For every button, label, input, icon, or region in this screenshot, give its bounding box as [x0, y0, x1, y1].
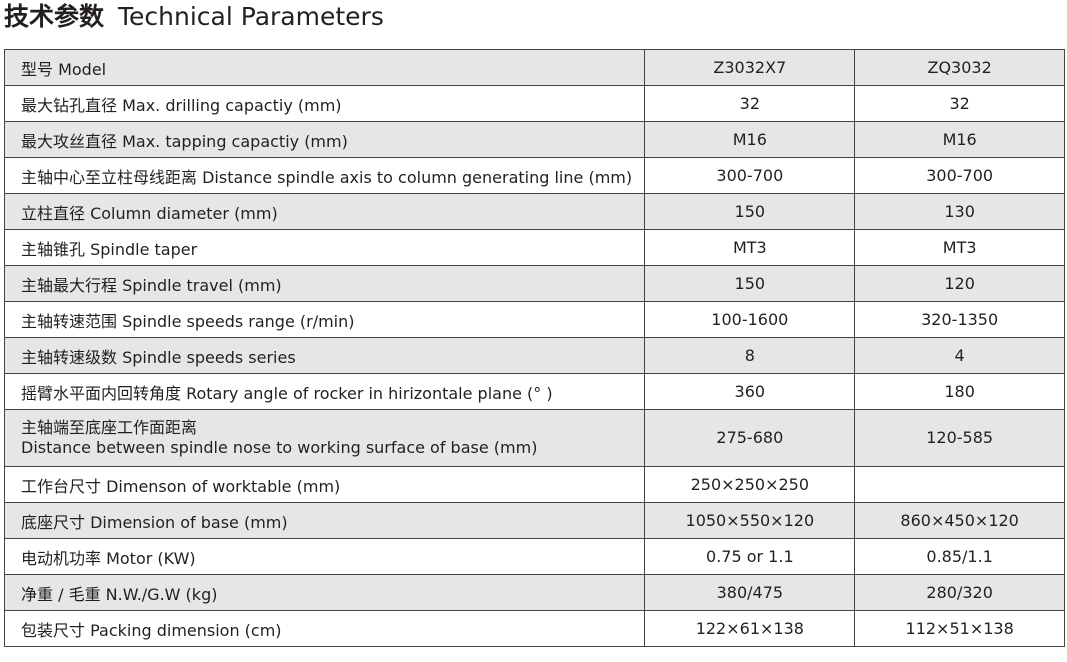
table-row: 最大攻丝直径 Max. tapping capactiy (mm) M16 M16 — [3, 121, 1065, 158]
parameter-value: MT3 — [644, 229, 856, 266]
parameter-label: 工作台尺寸 Dimenson of worktable (mm) — [3, 466, 646, 503]
parameter-label: 主轴最大行程 Spindle travel (mm) — [3, 265, 646, 302]
parameter-label-text: 最大钻孔直径 Max. drilling capactiy (mm) — [21, 95, 342, 115]
parameters-table: 型号 Model Z3032X7 ZQ3032 最大钻孔直径 Max. dril… — [3, 49, 1065, 647]
parameter-value: 360 — [644, 373, 856, 410]
header-label: 型号 Model — [3, 49, 646, 86]
title-cn: 技术参数 — [4, 2, 105, 31]
table-row: 工作台尺寸 Dimenson of worktable (mm) 250×250×… — [3, 466, 1065, 503]
parameter-value: 8 — [644, 337, 856, 374]
parameter-label: 主轴转速范围 Spindle speeds range (r/min) — [3, 301, 646, 338]
table-row: 主轴转速级数 Spindle speeds series 8 4 — [3, 337, 1065, 374]
parameter-value: 1050×550×120 — [644, 502, 856, 539]
parameter-label-text: 主轴端至底座工作面距离 — [21, 418, 198, 437]
parameter-value: M16 — [644, 121, 856, 158]
header-row: 型号 Model Z3032X7 ZQ3032 — [3, 49, 1065, 86]
parameter-value: 860×450×120 — [854, 502, 1065, 539]
table-row: 电动机功率 Motor (KW) 0.75 or 1.1 0.85/1.1 — [3, 538, 1065, 575]
page-title: 技术参数 Technical Parameters — [4, 0, 384, 34]
parameter-value: 275-680 — [644, 409, 856, 467]
parameter-label-text: 电动机功率 Motor (KW) — [21, 548, 196, 568]
parameter-label-text: 包装尺寸 Packing dimension (cm) — [21, 620, 282, 640]
table-row: 最大钻孔直径 Max. drilling capactiy (mm) 32 32 — [3, 85, 1065, 122]
parameter-label: 底座尺寸 Dimension of base (mm) — [3, 502, 646, 539]
parameter-value — [854, 466, 1065, 503]
table-row: 主轴中心至立柱母线距离 Distance spindle axis to col… — [3, 157, 1065, 194]
parameter-value: 4 — [854, 337, 1065, 374]
table-row: 摇臂水平面内回转角度 Rotary angle of rocker in hir… — [3, 373, 1065, 410]
parameter-label: 最大攻丝直径 Max. tapping capactiy (mm) — [3, 121, 646, 158]
parameter-label-text: 摇臂水平面内回转角度 Rotary angle of rocker in hir… — [21, 383, 553, 403]
parameter-label: 主轴端至底座工作面距离 Distance between spindle nose… — [3, 409, 646, 467]
title-en: Technical Parameters — [118, 2, 384, 31]
parameter-label-text: 净重 / 毛重 N.W./G.W (kg) — [21, 584, 218, 604]
parameter-value: 180 — [854, 373, 1065, 410]
parameter-value: 320-1350 — [854, 301, 1065, 338]
parameter-label-text: 主轴锥孔 Spindle taper — [21, 239, 198, 259]
table-row: 主轴最大行程 Spindle travel (mm) 150 120 — [3, 265, 1065, 302]
parameter-label-text: 最大攻丝直径 Max. tapping capactiy (mm) — [21, 131, 348, 151]
parameter-value: 280/320 — [854, 574, 1065, 611]
parameter-value: 122×61×138 — [644, 610, 856, 647]
parameter-value: 32 — [854, 85, 1065, 122]
parameter-value: 0.85/1.1 — [854, 538, 1065, 575]
parameter-label: 净重 / 毛重 N.W./G.W (kg) — [3, 574, 646, 611]
parameter-label-text: 主轴中心至立柱母线距离 Distance spindle axis to col… — [21, 167, 633, 187]
parameter-label-text: 主轴转速级数 Spindle speeds series — [21, 347, 296, 367]
model-header: ZQ3032 — [854, 49, 1065, 86]
model-header: Z3032X7 — [644, 49, 856, 86]
parameter-label: 主轴锥孔 Spindle taper — [3, 229, 646, 266]
parameter-label-text: 立柱直径 Column diameter (mm) — [21, 203, 278, 223]
parameter-value: 150 — [644, 193, 856, 230]
parameter-label-text: 工作台尺寸 Dimenson of worktable (mm) — [21, 476, 341, 496]
parameter-label-text: 主轴最大行程 Spindle travel (mm) — [21, 275, 282, 295]
parameter-label: 主轴中心至立柱母线距离 Distance spindle axis to col… — [3, 157, 646, 194]
parameter-value: 130 — [854, 193, 1065, 230]
table-row: 净重 / 毛重 N.W./G.W (kg) 380/475 280/320 — [3, 574, 1065, 611]
parameter-label: 最大钻孔直径 Max. drilling capactiy (mm) — [3, 85, 646, 122]
parameter-label: 主轴转速级数 Spindle speeds series — [3, 337, 646, 374]
parameter-value: 0.75 or 1.1 — [644, 538, 856, 575]
parameter-label: 电动机功率 Motor (KW) — [3, 538, 646, 575]
table-row: 包装尺寸 Packing dimension (cm) 122×61×138 112… — [3, 610, 1065, 647]
parameter-value: 150 — [644, 265, 856, 302]
parameter-value: 100-1600 — [644, 301, 856, 338]
parameter-value: MT3 — [854, 229, 1065, 266]
parameter-value: 380/475 — [644, 574, 856, 611]
parameter-value: 112×51×138 — [854, 610, 1065, 647]
parameter-label-text: 主轴转速范围 Spindle speeds range (r/min) — [21, 311, 355, 331]
table-row: 底座尺寸 Dimension of base (mm) 1050×550×120 8… — [3, 502, 1065, 539]
table-row: 立柱直径 Column diameter (mm) 150 130 — [3, 193, 1065, 230]
parameter-label: 摇臂水平面内回转角度 Rotary angle of rocker in hir… — [3, 373, 646, 410]
parameter-value: 32 — [644, 85, 856, 122]
parameter-label-text: 底座尺寸 Dimension of base (mm) — [21, 512, 288, 532]
table-row: 主轴端至底座工作面距离 Distance between spindle nose… — [3, 409, 1065, 467]
parameter-value: 250×250×250 — [644, 466, 856, 503]
parameter-label-text: Distance between spindle nose to working… — [21, 438, 538, 457]
parameter-value: M16 — [854, 121, 1065, 158]
parameter-value: 300-700 — [644, 157, 856, 194]
table-row: 主轴锥孔 Spindle taper MT3 MT3 — [3, 229, 1065, 266]
parameter-value: 120 — [854, 265, 1065, 302]
table-row: 主轴转速范围 Spindle speeds range (r/min) 100-1… — [3, 301, 1065, 338]
parameter-label: 立柱直径 Column diameter (mm) — [3, 193, 646, 230]
parameter-value: 120-585 — [854, 409, 1065, 467]
parameter-value: 300-700 — [854, 157, 1065, 194]
parameter-label: 包装尺寸 Packing dimension (cm) — [3, 610, 646, 647]
